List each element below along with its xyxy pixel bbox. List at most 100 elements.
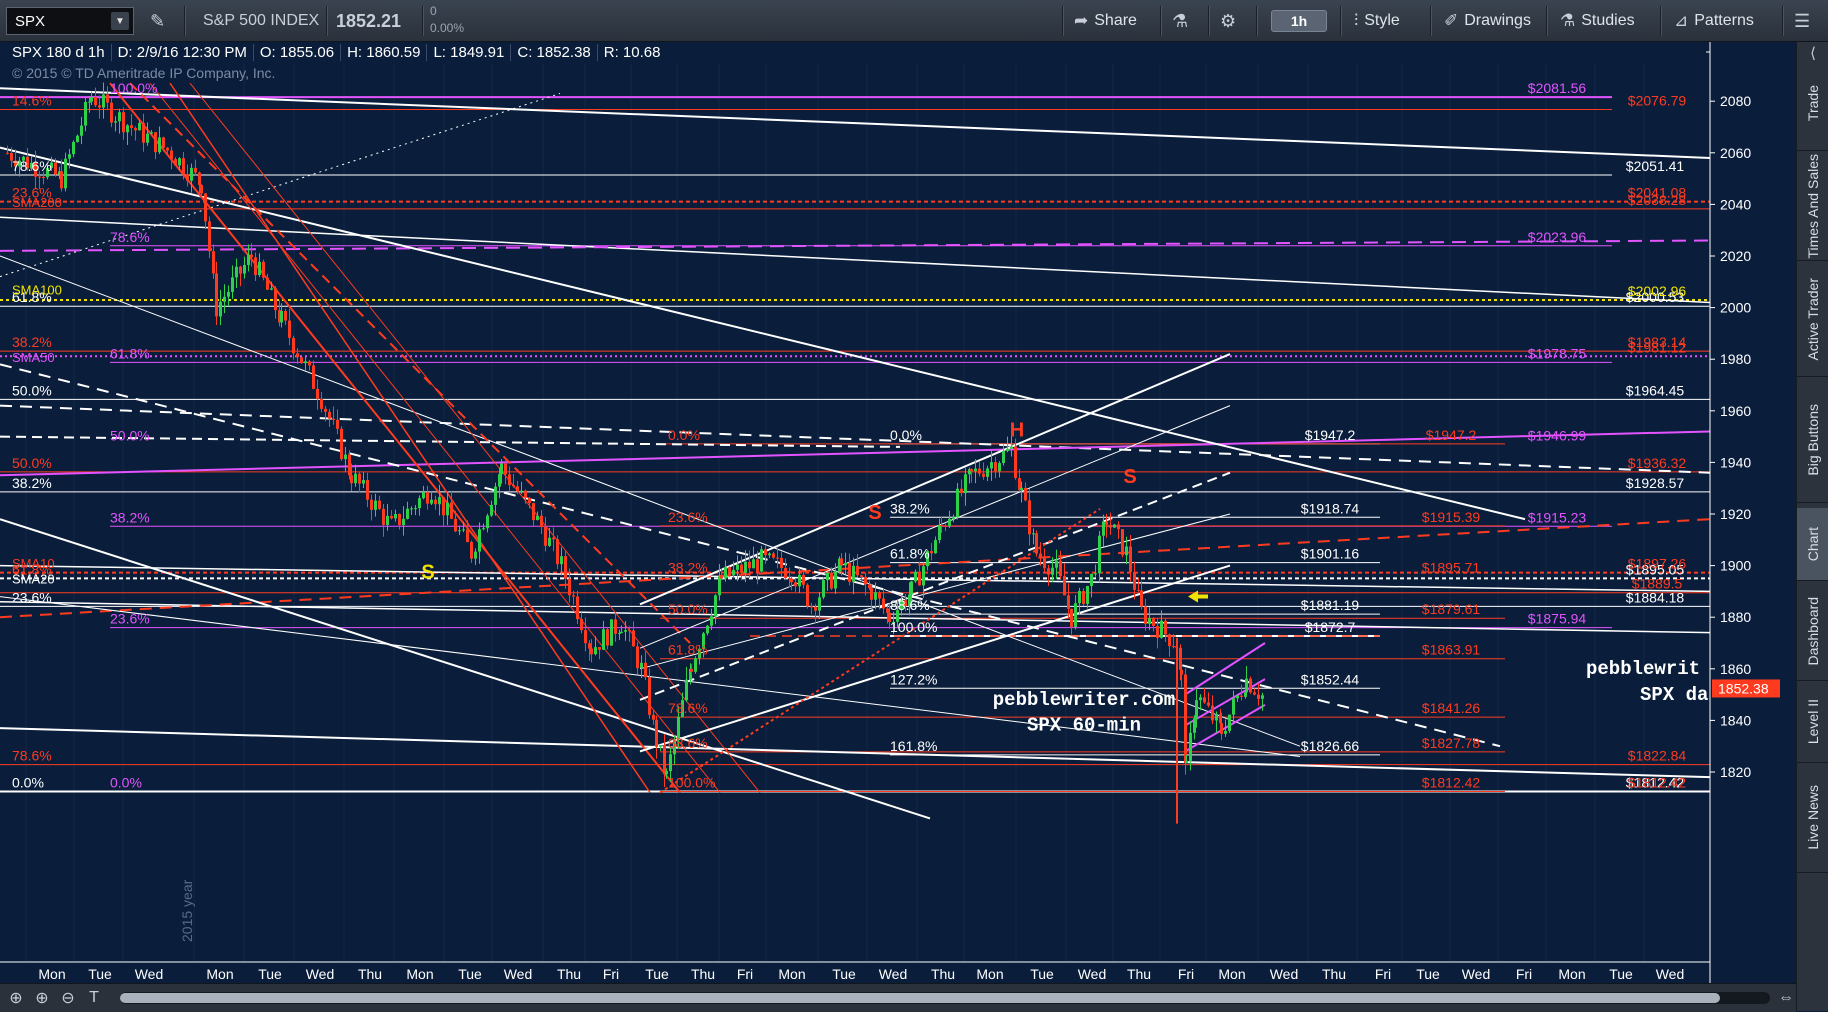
candle-body [1236, 695, 1239, 699]
side-tab-label: Live News [1805, 784, 1821, 850]
price-label-magenta: $1875.94 [1528, 611, 1587, 627]
timeframe-button[interactable]: 1h [1271, 10, 1327, 32]
candle-body [1024, 487, 1027, 501]
candle-body [239, 266, 242, 274]
candle-body [296, 353, 299, 358]
candle-body [500, 463, 503, 475]
candle-body [998, 463, 1001, 472]
candle-body [516, 486, 519, 492]
candle-body [540, 515, 543, 527]
side-tab-big-buttons[interactable]: Big Buttons [1797, 378, 1828, 503]
text-tool-icon[interactable]: T [89, 989, 99, 1006]
candle-body [934, 540, 937, 554]
fib-label-mid: 161.8% [890, 738, 937, 754]
candle-body [1074, 603, 1077, 628]
candle-body [243, 265, 246, 274]
candle-body [154, 132, 157, 153]
cursor-date: D: 2/9/16 12:30 PM [112, 43, 254, 61]
studies-button[interactable]: ⚗ Studies [1560, 0, 1635, 42]
zoom-in-icon[interactable]: ⊕ [35, 990, 49, 1007]
candle-body [316, 388, 319, 399]
x-tick-label: Wed [1656, 966, 1685, 982]
patterns-button[interactable]: ⊿ Patterns [1674, 0, 1754, 42]
candle-body [504, 463, 507, 475]
candle-body [552, 537, 555, 540]
chevron-down-icon[interactable]: ▼ [111, 12, 129, 30]
y-tick-label: 1880 [1720, 609, 1751, 625]
current-price-label: 1852.38 [1718, 680, 1769, 696]
brand-watermark: pebblewriter.com [993, 689, 1175, 711]
price-label-white: $1881.19 [1301, 597, 1360, 613]
price-label-red: $1889.5 [1632, 576, 1683, 592]
candle-body [1078, 590, 1081, 604]
flask-icon[interactable]: ⚗ [1172, 10, 1189, 31]
candle-body [878, 592, 881, 599]
side-tab-live-news[interactable]: Live News [1797, 762, 1828, 873]
menu-icon[interactable]: ☰ [1794, 10, 1811, 31]
side-tab-chart[interactable]: Chart [1797, 508, 1828, 581]
gear-icon[interactable]: ⚙ [1220, 10, 1237, 31]
side-panel: ⟨ Trade Times And Sales Active Trader Big B… [1796, 42, 1828, 1011]
candle-body [1195, 700, 1198, 719]
candle-body [204, 193, 207, 222]
candle-body [940, 525, 943, 527]
candle-body [960, 488, 963, 494]
x-tick-label: Tue [88, 966, 112, 982]
candle-body [292, 337, 295, 354]
candle-body [968, 469, 971, 475]
candle-body [665, 771, 668, 775]
share-button[interactable]: ➦ Share [1074, 0, 1137, 42]
candle-body [208, 221, 211, 252]
pencil-icon[interactable]: ✎ [150, 10, 166, 31]
price-chart[interactable]: $2051.41 $2000.53 $1964.45 $1947.2 $1928.57 $… [0, 42, 1796, 983]
side-tab-dashboard[interactable]: Dashboard [1797, 582, 1828, 681]
x-tick-label: Wed [306, 966, 335, 982]
side-tab-times-and-sales[interactable]: Times And Sales [1797, 152, 1828, 261]
y-tick-label: 1980 [1720, 351, 1751, 367]
candle-body [1006, 448, 1009, 452]
fib-label-magenta: 38.2% [110, 509, 150, 525]
price-label-red: $1822.84 [1628, 748, 1687, 764]
expand-icon[interactable]: ⇔ [1778, 989, 1794, 1006]
fib-label-mid: 127.2% [890, 671, 937, 687]
symbol-input[interactable]: SPX ▼ [6, 7, 134, 35]
drawings-button[interactable]: ✐ Drawings [1444, 0, 1531, 42]
candle-body [956, 488, 959, 518]
candle-body [618, 632, 621, 634]
candle-body [728, 567, 731, 576]
pattern-label: S [421, 562, 434, 584]
price-label-white: $1928.57 [1626, 475, 1685, 491]
candle-body [1055, 560, 1058, 568]
candle-body [818, 597, 821, 611]
zoom-out-icon[interactable]: ⊖ [61, 990, 75, 1007]
price-label-magenta: $2023.96 [1528, 229, 1587, 245]
fib-label-left: 61.8% [12, 289, 52, 305]
fib-label-magenta: 23.6% [110, 611, 150, 627]
price-axis: 1820 1840 1860 1880 1900 1920 1940 1960 1980 2000… [0, 42, 1796, 983]
candle-body [46, 167, 49, 178]
candle-body [572, 595, 575, 597]
side-tab-level-ii[interactable]: Level II [1797, 682, 1828, 763]
candle-body [544, 526, 547, 546]
candle-body [1180, 669, 1183, 675]
side-tab-trade[interactable]: Trade [1797, 56, 1828, 151]
style-button[interactable]: ⫶ Style [1354, 0, 1400, 42]
side-tab-label: Trade [1805, 84, 1821, 122]
symbol-value: SPX [15, 12, 46, 30]
patterns-label: Patterns [1694, 12, 1754, 29]
candle-body [760, 549, 763, 572]
zoom-fit-icon[interactable]: ⊕ [9, 990, 23, 1007]
y-tick-label: 2060 [1720, 145, 1751, 161]
x-tick-label: Wed [1078, 966, 1107, 982]
price-label-white: $1852.44 [1301, 671, 1360, 687]
fib-label-left: 0.0% [12, 775, 44, 791]
collapse-icon[interactable]: ⟨ [1810, 45, 1816, 62]
scrollbar-thumb[interactable] [120, 993, 1720, 1003]
side-tab-active-trader[interactable]: Active Trader [1797, 262, 1828, 377]
time-scrollbar[interactable] [120, 992, 1770, 1004]
candle-body [830, 572, 833, 589]
candle-body [235, 266, 238, 278]
trend-line [0, 92, 561, 278]
candle-body [838, 558, 841, 572]
candle-body [30, 162, 33, 169]
